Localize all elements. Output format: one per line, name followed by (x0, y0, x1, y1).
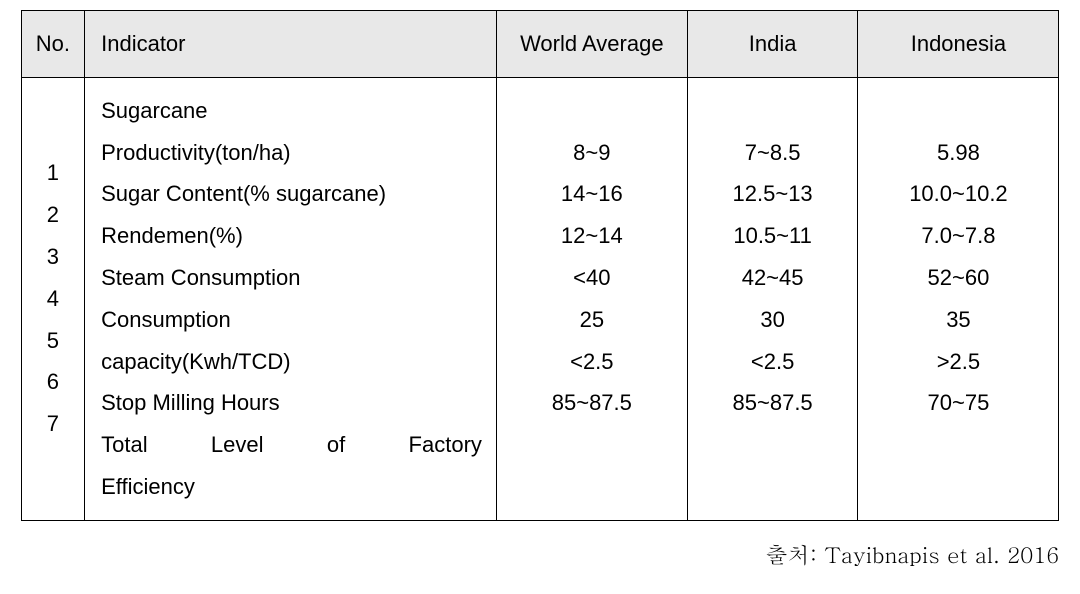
row-world-values: 8~9 14~16 12~14 <40 25 <2.5 85~87.5 (496, 77, 687, 520)
indicator-line: Efficiency (101, 466, 482, 508)
header-indicator: Indicator (85, 11, 497, 78)
header-world: World Average (496, 11, 687, 78)
source-citation: 출처: Tayibnapis et al. 2016 (21, 539, 1060, 570)
indicator-line: Rendemen(%) (101, 215, 482, 257)
indicator-line: Sugar Content(% sugarcane) (101, 173, 482, 215)
header-indonesia: Indonesia (858, 11, 1059, 78)
table-header-row: No. Indicator World Average India Indone… (21, 11, 1059, 78)
header-india: India (687, 11, 858, 78)
indicator-line: Stop Milling Hours (101, 382, 482, 424)
indicator-line: Total Level of Factory (101, 424, 482, 466)
indicators-table: No. Indicator World Average India Indone… (21, 10, 1060, 521)
indicator-line: Sugarcane (101, 90, 482, 132)
header-no: No. (21, 11, 85, 78)
row-indicators: Sugarcane Productivity(ton/ha) Sugar Con… (85, 77, 497, 520)
row-india-values: 7~8.5 12.5~13 10.5~11 42~45 30 <2.5 85~8… (687, 77, 858, 520)
indicator-line: Steam Consumption (101, 257, 482, 299)
row-indonesia-values: 5.98 10.0~10.2 7.0~7.8 52~60 35 >2.5 70~… (858, 77, 1059, 520)
indicator-line: Productivity(ton/ha) (101, 132, 482, 174)
row-numbers: 1 2 3 4 5 6 7 (21, 77, 85, 520)
table-row: 1 2 3 4 5 6 7 Sugarcane Productivity(ton… (21, 77, 1059, 520)
indicator-line: capacity(Kwh/TCD) (101, 341, 482, 383)
indicator-line: Consumption (101, 299, 482, 341)
